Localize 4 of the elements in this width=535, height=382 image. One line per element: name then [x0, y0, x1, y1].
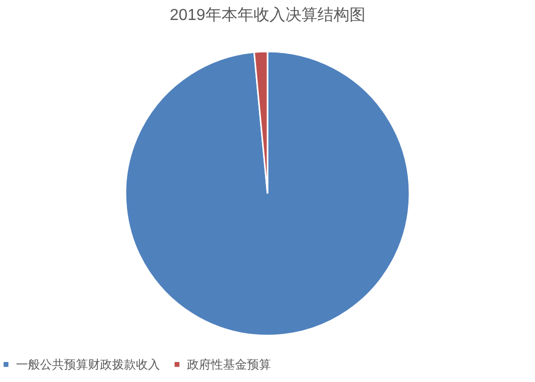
- legend-label: 一般公共预算财政拨款收入: [16, 357, 160, 372]
- legend-label: 政府性基金预算: [187, 357, 271, 372]
- pie-slice: [124, 50, 410, 336]
- chart-title: 2019年本年收入决算结构图: [170, 6, 366, 24]
